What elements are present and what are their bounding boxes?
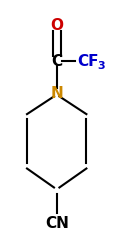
Text: 3: 3 <box>97 60 105 71</box>
Text: CF: CF <box>78 54 99 69</box>
Text: CN: CN <box>45 215 69 230</box>
Text: C: C <box>51 54 62 69</box>
Text: N: N <box>50 86 63 101</box>
Text: O: O <box>50 18 63 33</box>
